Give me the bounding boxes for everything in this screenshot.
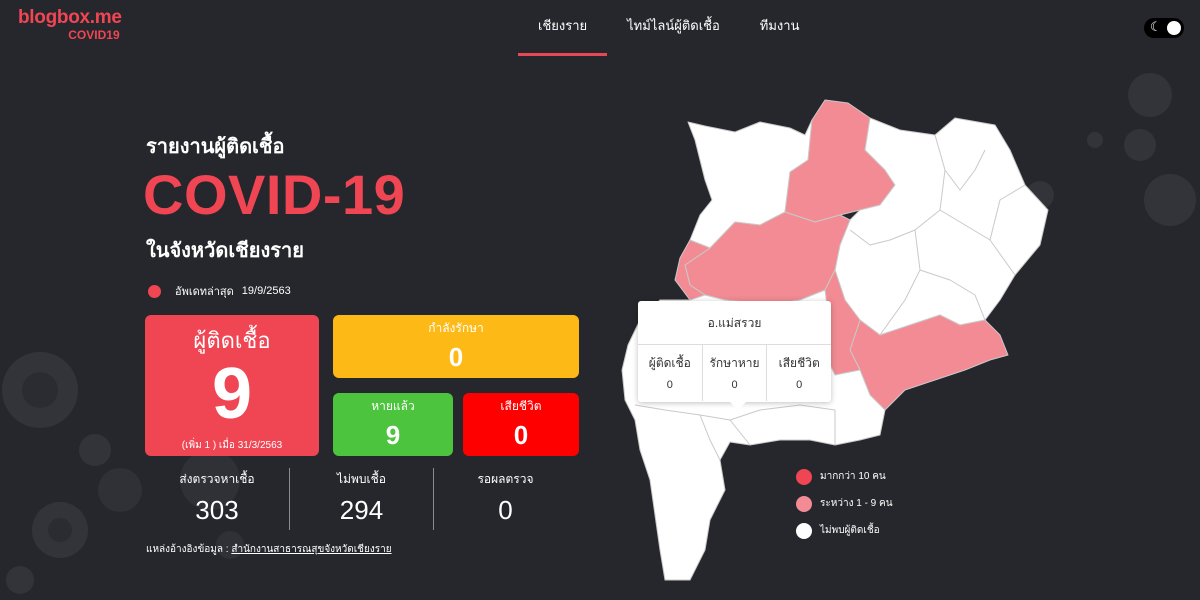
treating-label: กำลังรักษา [428, 321, 484, 335]
infected-label: ผู้ติดเชื้อ [193, 328, 271, 353]
infected-value: 9 [211, 354, 253, 434]
theme-toggle[interactable]: ☾ [1144, 18, 1184, 38]
legend-label: ไม่พบผู้ติดเชื้อ [820, 525, 880, 536]
map-legend: มากกว่า 10 คน ระหว่าง 1 - 9 คน ไม่พบผู้ต… [796, 463, 893, 544]
treating-value: 0 [448, 342, 464, 372]
tooltip-col-dead: เสียชีวิต 0 [766, 345, 831, 401]
province-heading: ในจังหวัดเชียงราย [146, 240, 304, 262]
logo[interactable]: blogbox.me COVID19 [18, 7, 122, 41]
report-heading: รายงานผู้ติดเชื้อ [146, 136, 285, 158]
tooltip-columns: ผู้ติดเชื้อ 0 รักษาหาย 0 เสียชีวิต 0 [638, 345, 831, 401]
source-label: แหล่งอ้างอิงข้อมูล : [146, 544, 229, 555]
recovered-card: หายแล้ว 9 [333, 393, 453, 456]
tooltip-col-label: รักษาหาย [709, 356, 760, 370]
recovered-value: 9 [385, 420, 401, 450]
main-nav: เชียงราย ไทม์ไลน์ผู้ติดเชื้อ ทีมงาน [518, 0, 819, 56]
infected-card: ผู้ติดเชื้อ 9 (เพิ่ม 1 ) เมื่อ 31/3/2563 [145, 315, 319, 456]
treating-card: กำลังรักษา 0 [333, 315, 579, 378]
legend-swatch [796, 468, 812, 485]
infected-note: (เพิ่ม 1 ) เมื่อ 31/3/2563 [181, 440, 283, 451]
legend-label: ระหว่าง 1 - 9 คน [820, 498, 893, 509]
legend-item: ระหว่าง 1 - 9 คน [796, 490, 893, 517]
nav-item-timeline[interactable]: ไทม์ไลน์ผู้ติดเชื้อ [627, 18, 720, 33]
tooltip-col-recovered: รักษาหาย 0 [701, 345, 767, 401]
district-border [634, 404, 836, 461]
moon-icon: ☾ [1150, 20, 1162, 35]
legend-swatch [796, 495, 812, 512]
legend-item: ไม่พบผู้ติดเชื้อ [796, 517, 893, 544]
dead-label: เสียชีวิต [500, 399, 542, 413]
tooltip-col-label: เสียชีวิต [778, 356, 820, 370]
stat-label: รอผลตรวจ [477, 472, 534, 486]
dead-value: 0 [513, 420, 529, 450]
toggle-knob [1167, 21, 1181, 35]
stat-negative: ไม่พบเชื้อ 294 [289, 468, 433, 530]
legend-swatch [796, 522, 812, 539]
virus-bg-icon [2, 352, 111, 594]
district-border [849, 134, 1026, 336]
tooltip-col-label: ผู้ติดเชื้อ [648, 356, 691, 370]
district-region-white[interactable] [834, 117, 1049, 336]
legend-label: มากกว่า 10 คน [820, 471, 886, 482]
stat-value: 303 [195, 495, 239, 525]
page-title: COVID-19 [143, 163, 406, 226]
update-date: 19/9/2563 [241, 285, 291, 297]
source-link[interactable]: สำนักงานสาธารณสุขจังหวัดเชียงราย [231, 544, 392, 555]
logo-subtext: COVID19 [68, 28, 120, 42]
nav-item-chiangrai[interactable]: เชียงราย [518, 0, 608, 56]
nav-item-team[interactable]: ทีมงาน [759, 18, 800, 33]
stat-pending: รอผลตรวจ 0 [433, 468, 577, 530]
last-update: อัพเดทล่าสุด 19/9/2563 [148, 282, 291, 300]
tooltip-col-value: 0 [796, 379, 803, 391]
stat-value: 0 [498, 495, 513, 525]
stat-label: ส่งตรวจหาเชื้อ [179, 472, 255, 486]
stat-value: 294 [339, 495, 384, 525]
logo-text: blogbox.me [18, 7, 122, 28]
stat-label: ไม่พบเชื้อ [337, 472, 386, 486]
status-dot-icon [148, 284, 161, 298]
test-stats: ส่งตรวจหาเชื้อ 303 ไม่พบเชื้อ 294 รอผลตร… [145, 468, 577, 530]
data-source: แหล่งอ้างอิงข้อมูล : สำนักงานสาธารณสุขจั… [146, 542, 392, 557]
recovered-label: หายแล้ว [371, 399, 415, 413]
legend-item: มากกว่า 10 คน [796, 463, 893, 490]
tooltip-district-name: อ.แม่สรวย [638, 301, 831, 345]
district-tooltip: อ.แม่สรวย ผู้ติดเชื้อ 0 รักษาหาย 0 เสียช… [638, 301, 831, 410]
stat-tested: ส่งตรวจหาเชื้อ 303 [145, 468, 289, 530]
dead-card: เสียชีวิต 0 [463, 393, 579, 456]
tooltip-col-value: 0 [666, 379, 673, 391]
update-label: อัพเดทล่าสุด [175, 286, 234, 298]
tooltip-col-infected: ผู้ติดเชื้อ 0 [638, 345, 702, 401]
tooltip-col-value: 0 [731, 379, 738, 391]
